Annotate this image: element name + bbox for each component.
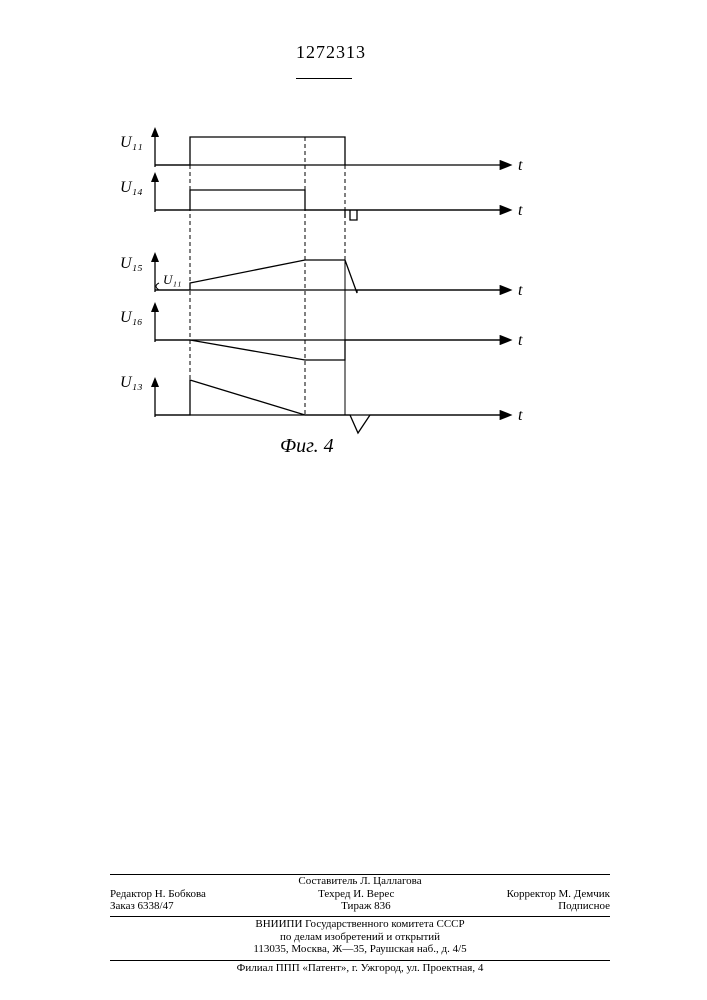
- svg-text:U₁₁: U₁₁: [163, 272, 181, 287]
- svg-text:t: t: [518, 407, 523, 424]
- svg-text:t: t: [518, 282, 523, 299]
- footer-tehred: Техред И. Верес: [318, 888, 394, 901]
- figure-caption: Фиг. 4: [280, 435, 334, 458]
- page-number: 1272313: [296, 42, 366, 84]
- timing-diagram: U₁₁ t U₁₄ t U₁₅ t U₁₁ U₁₆ t U₁₃ t: [70, 125, 590, 440]
- svg-text:t: t: [518, 332, 523, 349]
- svg-text:t: t: [518, 202, 523, 219]
- svg-text:U₁₄: U₁₄: [120, 179, 143, 196]
- footer-block-2: ВНИИПИ Государственного комитета СССР по…: [110, 918, 610, 956]
- timing-diagram-svg: U₁₁ t U₁₄ t U₁₅ t U₁₁ U₁₆ t U₁₃ t: [70, 125, 590, 435]
- footer-org-3: 113035, Москва, Ж—35, Раушская наб., д. …: [110, 943, 610, 956]
- svg-text:U₁₃: U₁₃: [120, 374, 143, 391]
- footer-corrector: Корректор М. Демчик: [507, 888, 610, 901]
- footer-block-3: Филиал ППП «Патент», г. Ужгород, ул. Про…: [110, 962, 610, 975]
- page-number-text: 1272313: [296, 42, 366, 62]
- svg-text:U₁₁: U₁₁: [120, 134, 143, 151]
- footer-rule-2: [110, 916, 610, 917]
- footer-rule-3: [110, 960, 610, 961]
- footer-block-1: Составитель Л. Цаллагова Редактор Н. Боб…: [110, 875, 610, 913]
- footer-tirazh: Тираж 836: [341, 900, 391, 913]
- footer-org-1: ВНИИПИ Государственного комитета СССР: [110, 918, 610, 931]
- footer-editor: Редактор Н. Бобкова: [110, 888, 206, 901]
- footer-branch: Филиал ППП «Патент», г. Ужгород, ул. Про…: [110, 962, 610, 975]
- footer-order: Заказ 6338/47: [110, 900, 174, 913]
- svg-text:t: t: [518, 157, 523, 174]
- svg-text:U₁₅: U₁₅: [120, 255, 143, 272]
- footer-org-2: по делам изобретений и открытий: [110, 931, 610, 944]
- footer-compiler: Составитель Л. Цаллагова: [110, 875, 610, 888]
- footer-subscription: Подписное: [558, 900, 610, 913]
- page-number-underline: [296, 78, 352, 79]
- svg-text:U₁₆: U₁₆: [120, 309, 143, 326]
